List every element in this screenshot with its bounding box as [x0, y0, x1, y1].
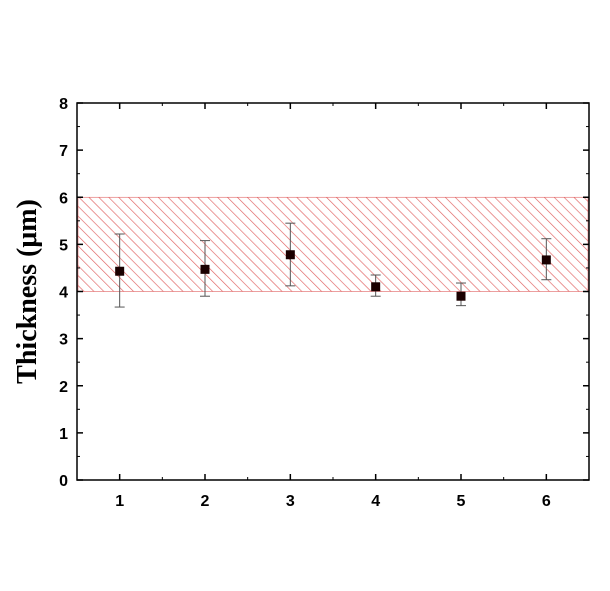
x-tick-label: 4 — [371, 493, 380, 510]
y-tick-label: 8 — [59, 96, 68, 113]
y-tick-label: 2 — [59, 379, 68, 396]
data-point-marker — [541, 255, 551, 265]
y-tick-label: 7 — [59, 143, 68, 160]
y-tick-label: 6 — [59, 190, 68, 207]
x-tick-label: 2 — [201, 493, 210, 510]
y-tick-label: 5 — [59, 237, 68, 254]
error-bars — [114, 222, 552, 308]
y-tick-label: 1 — [59, 426, 68, 443]
y-tick-label: 0 — [59, 473, 68, 490]
x-tick-label: 5 — [457, 493, 466, 510]
reference-band-layer — [77, 196, 589, 292]
x-tick-label: 6 — [542, 493, 551, 510]
data-point-marker — [456, 291, 466, 301]
x-tick-label: 1 — [115, 493, 124, 510]
y-axis-title: Thickness (μm) — [12, 199, 43, 384]
data-points — [115, 250, 551, 301]
y-tick-label: 3 — [59, 332, 68, 349]
data-point-marker — [115, 266, 125, 276]
x-tick-label: 3 — [286, 493, 295, 510]
data-point-marker — [285, 250, 295, 260]
data-point-marker — [371, 282, 381, 292]
y-tick-label: 4 — [59, 285, 68, 302]
axis-ticks: 0 1 2 3 4 5 6 7 8 1 2 3 4 5 6 — [59, 96, 589, 510]
data-point-marker — [200, 264, 210, 274]
reference-band — [77, 196, 589, 292]
